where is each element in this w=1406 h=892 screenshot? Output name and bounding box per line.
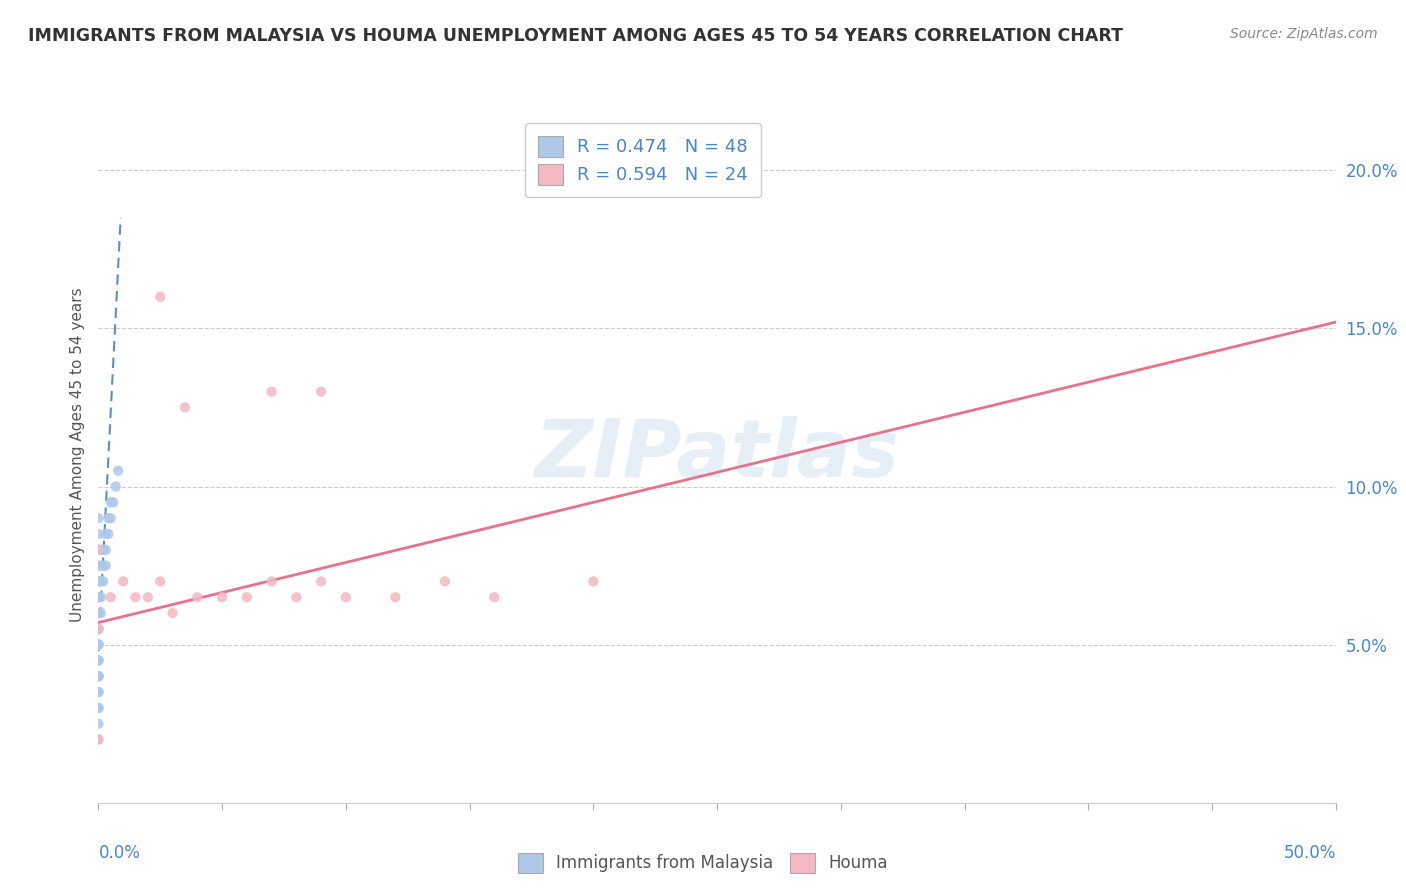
Point [93, 574, 115, 589]
Point [433, 574, 456, 589]
Point [87, 558, 110, 573]
Point [87, 606, 110, 620]
Point [149, 574, 172, 589]
Point [87, 669, 110, 683]
Point [87, 732, 110, 747]
Point [90, 591, 112, 605]
Point [582, 574, 605, 589]
Point [100, 511, 122, 525]
Point [94, 558, 117, 573]
Point [87, 669, 110, 683]
Point [94, 542, 117, 557]
Point [260, 384, 283, 399]
Point [87, 638, 110, 652]
Point [90, 542, 112, 557]
Point [90, 574, 112, 589]
Point [87, 591, 110, 605]
Point [93, 542, 115, 557]
Point [87, 622, 110, 636]
Point [309, 384, 332, 399]
Point [87, 622, 110, 636]
Point [107, 464, 129, 478]
Point [93, 558, 115, 573]
Point [87, 606, 110, 620]
Point [100, 495, 122, 509]
Point [211, 591, 233, 605]
Point [94, 527, 117, 541]
Point [112, 574, 135, 589]
Point [124, 591, 146, 605]
Point [87, 638, 110, 652]
Point [87, 685, 110, 699]
Point [335, 591, 357, 605]
Point [104, 479, 127, 493]
Legend: R = 0.474   N = 48, R = 0.594   N = 24: R = 0.474 N = 48, R = 0.594 N = 24 [524, 123, 761, 197]
Point [97, 511, 120, 525]
Point [260, 574, 283, 589]
Point [87, 542, 110, 557]
Point [87, 701, 110, 715]
Point [87, 574, 110, 589]
Point [285, 591, 308, 605]
Point [87, 527, 110, 541]
Point [90, 606, 112, 620]
Text: ZIPatlas: ZIPatlas [534, 416, 900, 494]
Point [97, 527, 120, 541]
Point [309, 574, 332, 589]
Point [87, 511, 110, 525]
Point [87, 591, 110, 605]
Point [100, 591, 122, 605]
Point [87, 669, 110, 683]
Point [87, 638, 110, 652]
Point [384, 591, 406, 605]
Point [149, 290, 172, 304]
Text: 0.0%: 0.0% [98, 845, 141, 863]
Legend: Immigrants from Malaysia, Houma: Immigrants from Malaysia, Houma [512, 847, 894, 880]
Point [236, 591, 259, 605]
Point [87, 685, 110, 699]
Y-axis label: Unemployment Among Ages 45 to 54 years: Unemployment Among Ages 45 to 54 years [69, 287, 84, 623]
Point [87, 638, 110, 652]
Text: 50.0%: 50.0% [1284, 845, 1336, 863]
Point [162, 606, 184, 620]
Point [174, 401, 197, 415]
Point [484, 591, 506, 605]
Point [90, 558, 112, 573]
Point [87, 653, 110, 667]
Point [87, 574, 110, 589]
Point [87, 716, 110, 731]
Point [87, 653, 110, 667]
Point [87, 732, 110, 747]
Point [87, 701, 110, 715]
Point [103, 495, 125, 509]
Point [186, 591, 208, 605]
Point [87, 622, 110, 636]
Point [87, 653, 110, 667]
Point [87, 622, 110, 636]
Point [136, 591, 159, 605]
Text: Source: ZipAtlas.com: Source: ZipAtlas.com [1230, 27, 1378, 41]
Point [87, 542, 110, 557]
Text: IMMIGRANTS FROM MALAYSIA VS HOUMA UNEMPLOYMENT AMONG AGES 45 TO 54 YEARS CORRELA: IMMIGRANTS FROM MALAYSIA VS HOUMA UNEMPL… [28, 27, 1123, 45]
Point [87, 669, 110, 683]
